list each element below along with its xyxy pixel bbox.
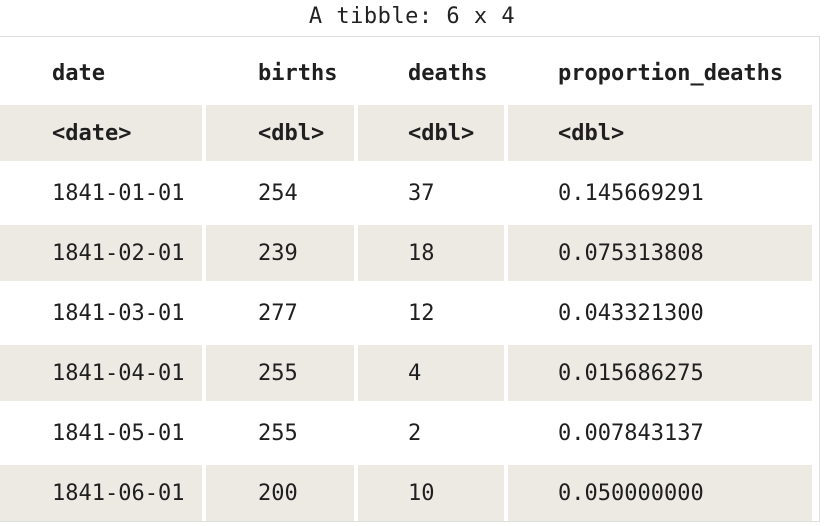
- column-type-proportion-deaths: <dbl>: [508, 105, 812, 161]
- table-row: 1841-04-01 255 4 0.015686275: [0, 345, 812, 401]
- cell-date: 1841-05-01: [52, 420, 185, 446]
- cell-date: 1841-03-01: [52, 300, 185, 326]
- cell-births: 277: [258, 300, 298, 326]
- cell-deaths: 37: [408, 180, 435, 206]
- column-header-proportion-deaths: proportion_deaths: [558, 60, 784, 86]
- cell-proportion-deaths: 0.075313808: [508, 225, 812, 281]
- table-row: 1841-06-01 200 10 0.050000000: [0, 465, 812, 521]
- cell-deaths: 4: [358, 345, 504, 401]
- cell-deaths: 10: [358, 465, 504, 521]
- cell-date: 1841-01-01: [52, 180, 185, 206]
- cell-date: 1841-04-01: [0, 345, 202, 401]
- column-header-date: date: [52, 60, 105, 86]
- tibble-table-frame: date births deaths proportion_deaths <da…: [0, 36, 820, 522]
- column-type-births: <dbl>: [206, 105, 354, 161]
- tibble-table: date births deaths proportion_deaths <da…: [0, 37, 816, 525]
- table-row: 1841-05-01 255 2 0.007843137: [0, 405, 812, 461]
- header-row: date births deaths proportion_deaths: [0, 41, 812, 101]
- cell-date: 1841-02-01: [0, 225, 202, 281]
- cell-births: 255: [206, 345, 354, 401]
- cell-date: 1841-06-01: [0, 465, 202, 521]
- cell-proportion-deaths: 0.043321300: [558, 300, 704, 326]
- cell-births: 239: [206, 225, 354, 281]
- table-row: 1841-01-01 254 37 0.145669291: [0, 165, 812, 221]
- cell-proportion-deaths: 0.145669291: [558, 180, 704, 206]
- cell-births: 254: [258, 180, 298, 206]
- column-type-deaths: <dbl>: [358, 105, 504, 161]
- cell-births: 200: [206, 465, 354, 521]
- type-row: <date> <dbl> <dbl> <dbl>: [0, 105, 812, 161]
- cell-proportion-deaths: 0.015686275: [508, 345, 812, 401]
- cell-deaths: 2: [408, 420, 422, 446]
- cell-proportion-deaths: 0.007843137: [558, 420, 704, 446]
- column-header-births: births: [258, 60, 338, 86]
- table-row: 1841-03-01 277 12 0.043321300: [0, 285, 812, 341]
- cell-deaths: 12: [408, 300, 435, 326]
- column-type-date: <date>: [0, 105, 202, 161]
- table-caption: A tibble: 6 x 4: [308, 4, 516, 29]
- column-header-deaths: deaths: [408, 60, 488, 86]
- cell-proportion-deaths: 0.050000000: [508, 465, 812, 521]
- cell-births: 255: [258, 420, 298, 446]
- table-row: 1841-02-01 239 18 0.075313808: [0, 225, 812, 281]
- cell-deaths: 18: [358, 225, 504, 281]
